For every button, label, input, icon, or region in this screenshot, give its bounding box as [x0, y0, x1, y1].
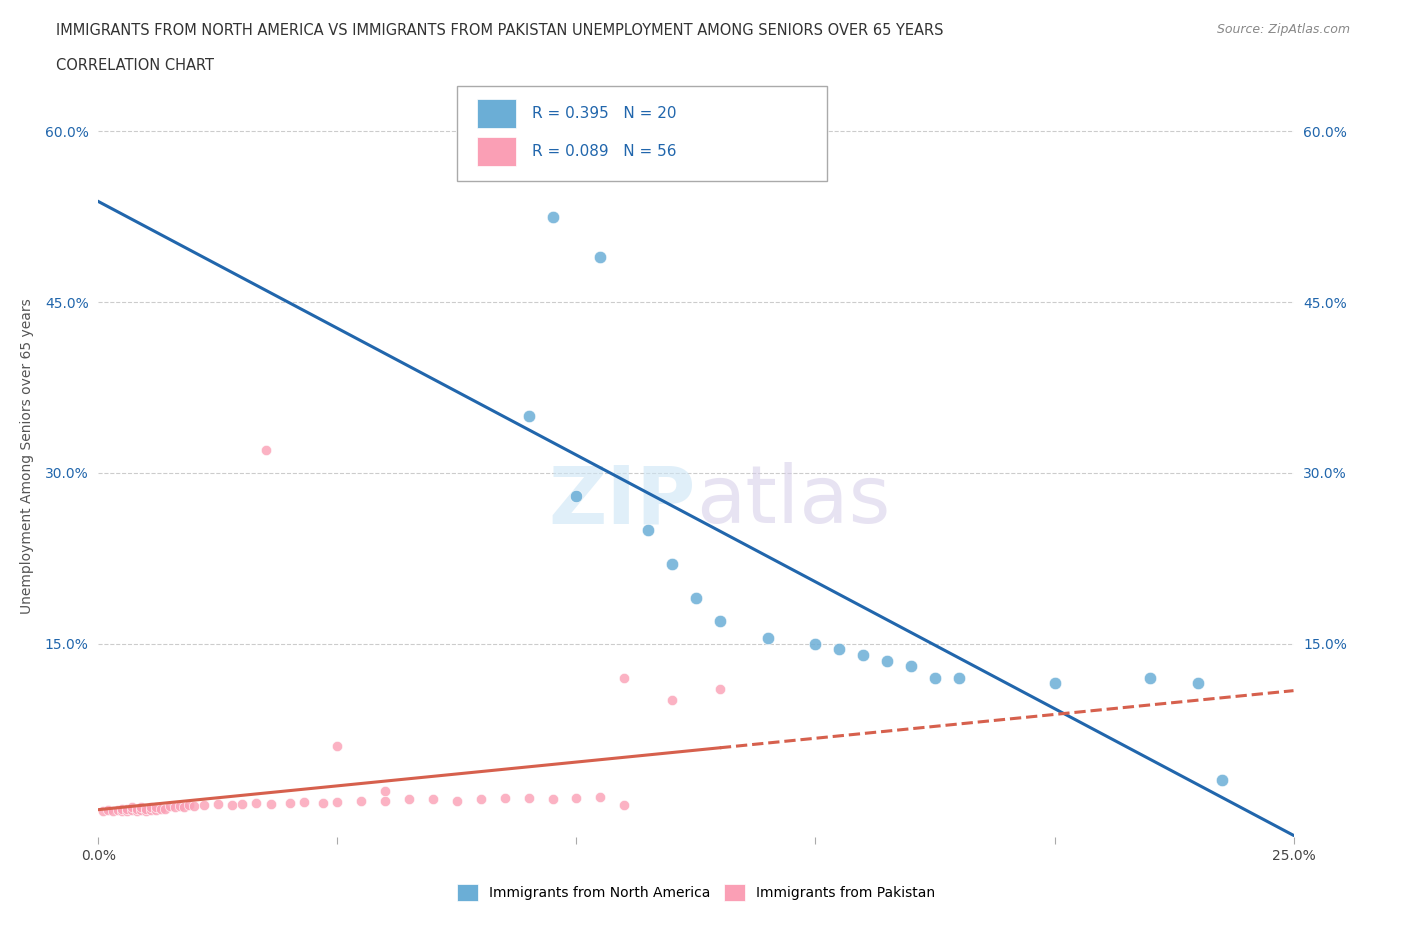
Point: [292, 794, 315, 809]
Point: [613, 671, 636, 685]
Text: CORRELATION CHART: CORRELATION CHART: [56, 58, 214, 73]
Point: [1211, 773, 1233, 788]
Point: [422, 792, 444, 807]
Point: [207, 797, 229, 812]
Point: [97, 803, 120, 817]
Point: [193, 798, 215, 813]
Point: [135, 804, 157, 818]
Point: [326, 794, 349, 809]
Point: [661, 693, 683, 708]
Point: [565, 790, 588, 805]
Point: [541, 209, 564, 224]
Legend: Immigrants from North America, Immigrants from Pakistan: Immigrants from North America, Immigrant…: [451, 878, 941, 907]
Point: [398, 792, 420, 807]
Point: [852, 647, 875, 662]
Point: [125, 804, 148, 818]
Point: [709, 613, 731, 628]
Point: [756, 631, 779, 645]
Point: [350, 793, 373, 808]
Point: [149, 801, 172, 816]
Point: [155, 801, 177, 816]
Point: [115, 801, 138, 816]
Point: [470, 792, 492, 807]
Point: [1043, 676, 1066, 691]
Point: [163, 800, 186, 815]
Point: [637, 523, 659, 538]
Text: IMMIGRANTS FROM NORTH AMERICA VS IMMIGRANTS FROM PAKISTAN UNEMPLOYMENT AMONG SEN: IMMIGRANTS FROM NORTH AMERICA VS IMMIGRA…: [56, 23, 943, 38]
Point: [125, 801, 148, 816]
Point: [804, 636, 827, 651]
Text: atlas: atlas: [696, 462, 890, 540]
Point: [948, 671, 970, 685]
Point: [91, 804, 114, 818]
Point: [259, 797, 281, 812]
Point: [183, 799, 205, 814]
Text: ZIP: ZIP: [548, 462, 696, 540]
Point: [1187, 676, 1209, 691]
Point: [139, 803, 162, 817]
Point: [131, 800, 153, 815]
Point: [121, 803, 143, 817]
Text: Source: ZipAtlas.com: Source: ZipAtlas.com: [1216, 23, 1350, 36]
Point: [494, 790, 516, 805]
Point: [900, 658, 922, 673]
Point: [326, 738, 349, 753]
Point: [876, 653, 898, 668]
Point: [101, 804, 124, 818]
Point: [111, 801, 134, 816]
Point: [145, 800, 167, 815]
Point: [374, 784, 396, 799]
Point: [709, 682, 731, 697]
Text: R = 0.089   N = 56: R = 0.089 N = 56: [533, 144, 676, 159]
Point: [374, 793, 396, 808]
Point: [231, 797, 253, 812]
Point: [107, 803, 129, 817]
Point: [1139, 671, 1161, 685]
Point: [278, 795, 301, 810]
FancyBboxPatch shape: [457, 86, 827, 181]
Point: [541, 792, 564, 807]
Point: [179, 798, 201, 813]
Point: [159, 799, 181, 814]
Point: [613, 798, 636, 813]
Point: [145, 803, 167, 817]
Point: [169, 799, 191, 814]
Point: [221, 798, 243, 813]
Point: [517, 790, 540, 805]
Bar: [477, 99, 516, 127]
Point: [517, 408, 540, 423]
Y-axis label: Unemployment Among Seniors over 65 years: Unemployment Among Seniors over 65 years: [20, 298, 34, 614]
Point: [446, 793, 468, 808]
Point: [111, 804, 134, 818]
Bar: [477, 137, 516, 166]
Point: [121, 800, 143, 815]
Point: [131, 803, 153, 817]
Point: [135, 801, 157, 816]
Point: [245, 795, 267, 810]
Text: R = 0.395   N = 20: R = 0.395 N = 20: [533, 106, 676, 121]
Point: [139, 800, 162, 815]
Point: [589, 249, 612, 264]
Point: [254, 443, 277, 458]
Point: [685, 591, 707, 605]
Point: [565, 488, 588, 503]
Point: [312, 795, 335, 810]
Point: [661, 556, 683, 571]
Point: [115, 804, 138, 818]
Point: [589, 790, 612, 804]
Point: [924, 671, 946, 685]
Point: [828, 642, 851, 657]
Point: [173, 800, 195, 815]
